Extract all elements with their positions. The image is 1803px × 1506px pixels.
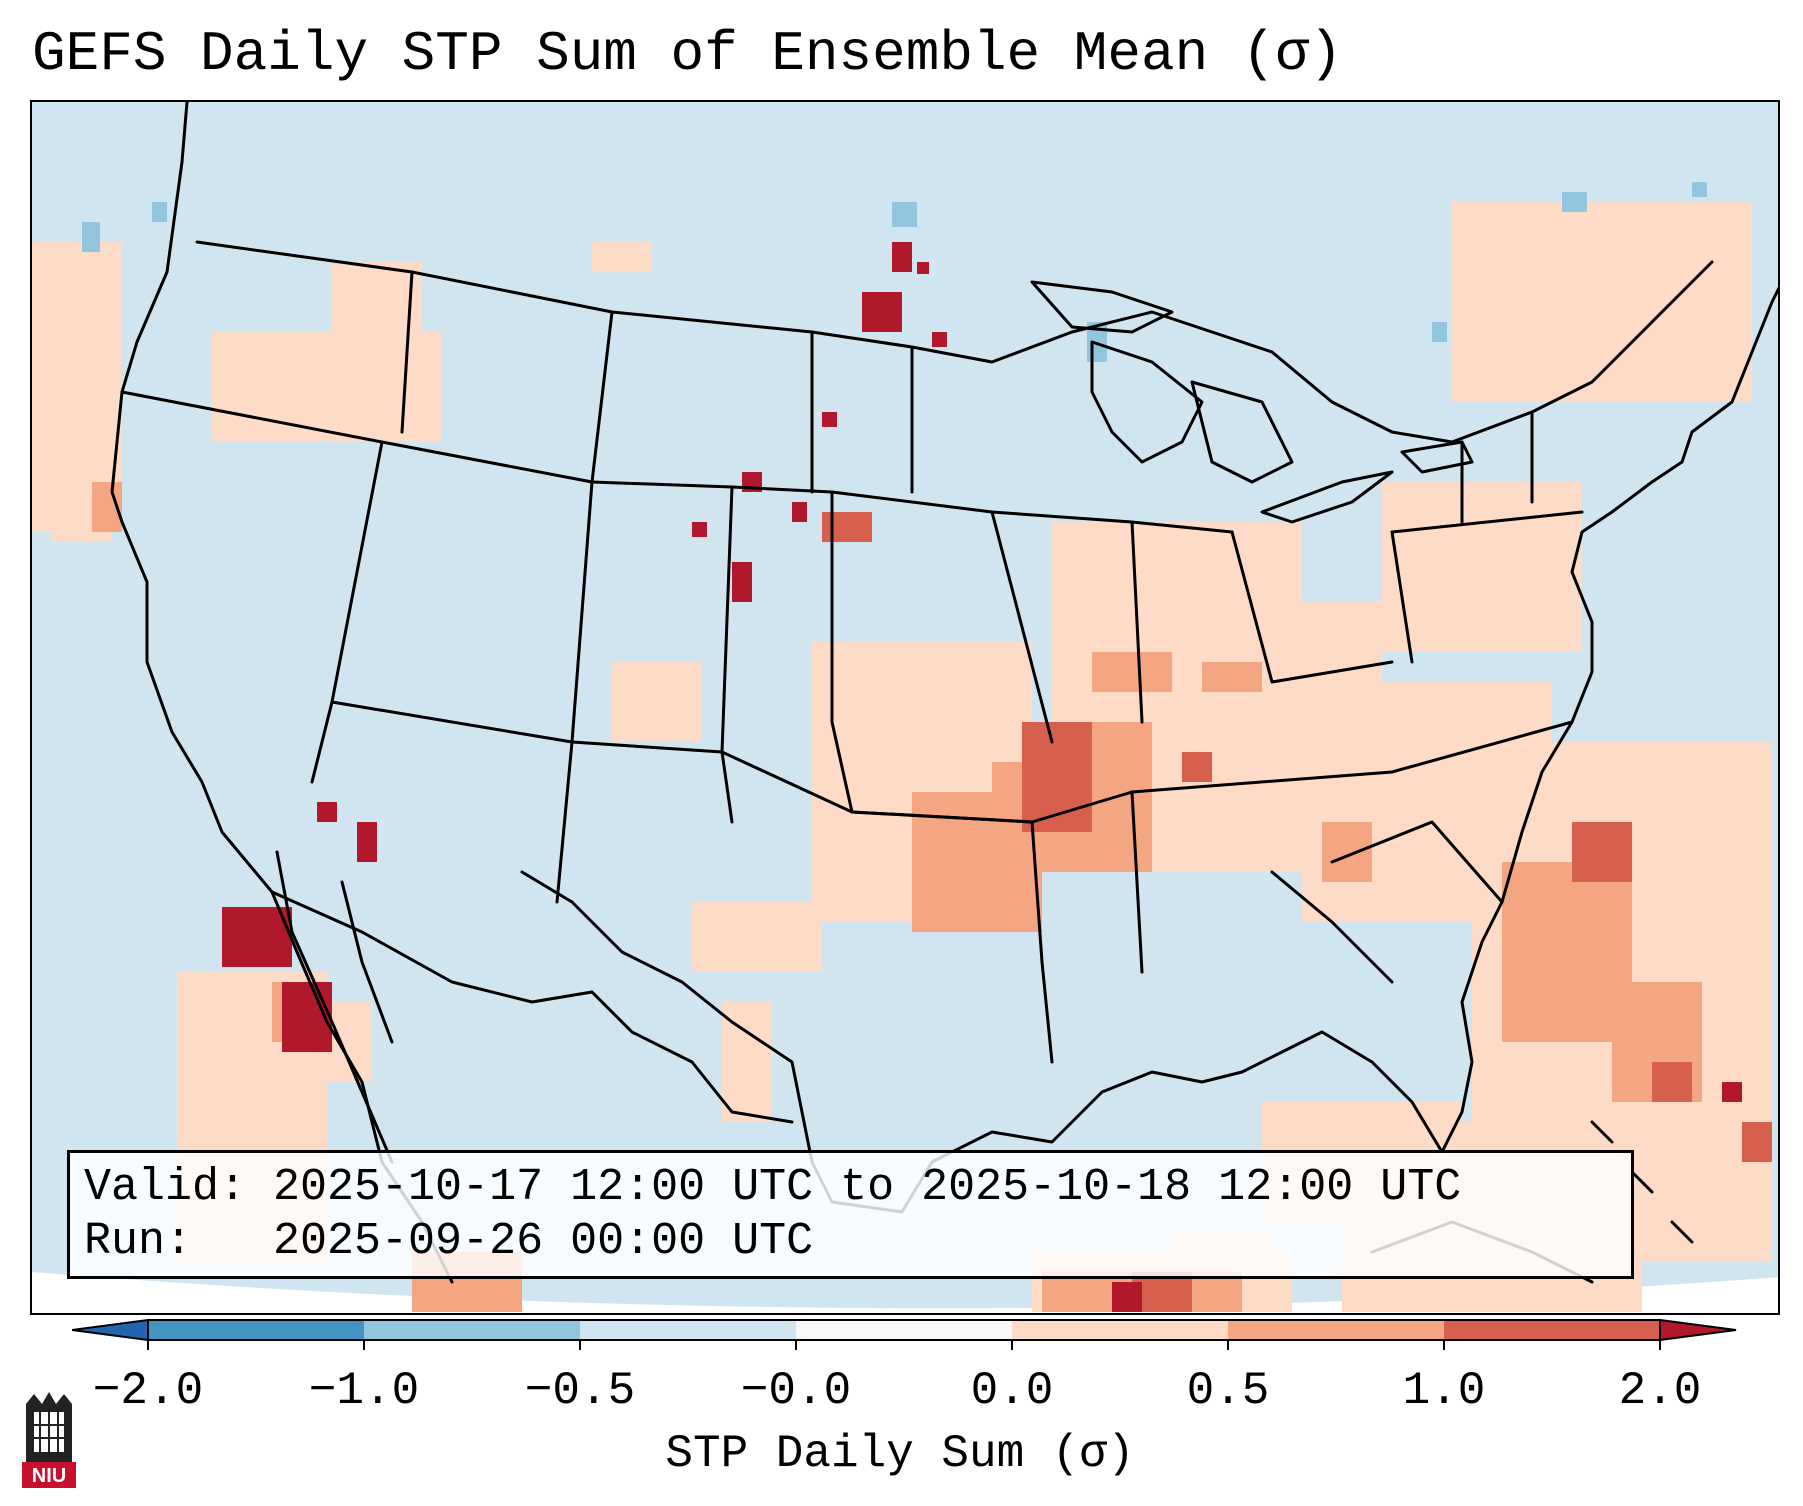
border-ms-al [1030,820,1054,1064]
border-in-oh [1130,520,1144,724]
border-oh-wv [1230,530,1394,684]
valid-time-box: Valid: 2025-10-17 12:00 UTC to 2025-10-1… [67,1150,1634,1279]
colorbar-bin [364,1320,580,1340]
anomaly-negative [82,182,1707,362]
border-tn-nc [1130,720,1574,794]
colorbar-outline [147,1319,1661,1341]
baja-coast [275,850,394,1164]
map-svg [32,102,1778,1313]
colorbar-tick-label: 0.0 [970,1365,1054,1417]
colorbar-bin [796,1320,1012,1340]
colorbar-tick-label: 1.0 [1402,1365,1486,1417]
colorbar-tick-label: −0.5 [524,1365,636,1417]
lake-michigan [1090,340,1204,464]
lake-ontario [1400,440,1474,474]
logo-text: NIU [32,1465,66,1487]
colorbar-bin [148,1320,364,1340]
colorbar-ticks [147,1340,1661,1350]
border-al-ga [1130,790,1144,974]
gulf-coastline [520,870,1504,1214]
border-sc-ga [1330,820,1504,904]
border-il-in [990,510,1054,744]
colorbar-tick-label: 2.0 [1618,1365,1702,1417]
colorbar-tick-label: −2.0 [92,1365,204,1417]
colorbar-tick-label: −1.0 [308,1365,420,1417]
colorbar [71,1318,1742,1363]
colorbar-bin [1012,1320,1228,1340]
colorbar-bin [580,1320,796,1340]
colorbar-svg [71,1318,1737,1350]
anomaly-strong [822,512,1772,1312]
mexico-us-border [270,890,794,1124]
colorbar-extend-high [1659,1318,1737,1342]
lake-huron [1190,380,1294,484]
border-mo-w [830,490,854,814]
colorbar-extend-low [71,1318,149,1342]
map-panel [30,100,1780,1315]
lake-erie [1260,470,1394,524]
canada-us-border [195,240,1714,444]
border-mt-id [400,270,414,434]
gulf-california-coast [340,880,394,1044]
lake-superior [1030,280,1174,334]
border-ga-fl [1270,870,1394,984]
colorbar-bin [1444,1320,1660,1340]
border-mt-nd [590,310,614,484]
colorbar-tick-label: 0.5 [1186,1365,1270,1417]
anomaly-extreme [222,242,1742,1312]
border-az-nm-row [330,700,1134,824]
run-line: Run: 2025-09-26 00:00 UTC [84,1216,814,1267]
valid-line: Valid: 2025-10-17 12:00 UTC to 2025-10-1… [84,1162,1462,1213]
colorbar-bin [1228,1320,1444,1340]
atlantic-coastline [1500,286,1778,904]
niu-logo-icon: NIU [20,1390,78,1495]
border-ok-ar [850,810,1034,824]
pacific-coastline [110,102,454,1284]
chart-title: GEFS Daily STP Sum of Ensemble Mean (σ) [32,22,1343,86]
boundaries [110,102,1778,1284]
border-ia-il-row [830,490,1234,534]
bahamas [1590,1120,1694,1244]
border-pa-md [1390,530,1414,664]
border-pa-ny [1390,510,1584,534]
colorbar-tick-label: −0.0 [740,1365,852,1417]
colorbar-label: STP Daily Sum (σ) [665,1428,1135,1480]
